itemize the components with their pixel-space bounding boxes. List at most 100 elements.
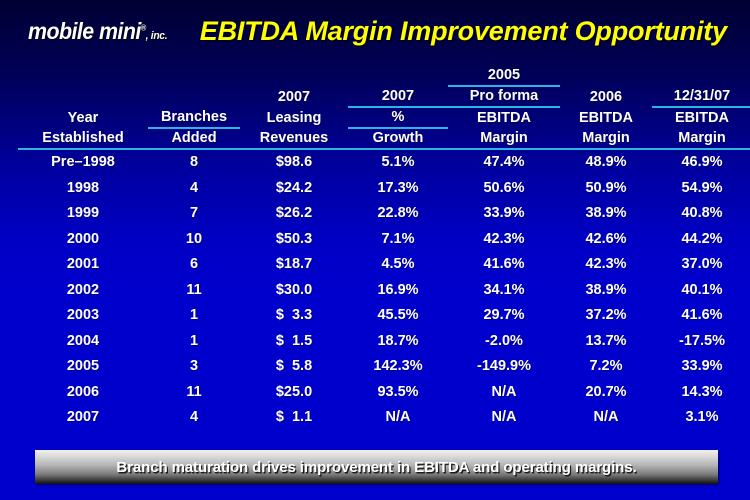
column-header-5-line-blank [560, 66, 652, 86]
cell-r7-c4: -2.0% [485, 332, 523, 349]
cell-r4-c3: 4.5% [381, 256, 415, 272]
column-header-4-line-3: Margin [448, 128, 560, 150]
cell-r7-c3: 18.7% [377, 332, 419, 349]
ebitda-margin-table: 2005 2007 2007 Pro forma 2006 12/31/07 Year Bra… [18, 66, 750, 431]
column-header-0-line-1: Year [67, 110, 99, 126]
column-header-2-line-blank [240, 66, 348, 86]
table-row: 2001 6 $18.7 4.5% 41.6% 42.3% 37.0% [18, 252, 750, 278]
cell-r4-c2: $18.7 [275, 256, 313, 272]
table-row: 2005 3 $ 5.8 142.3% -149.9% 7.2% 33.9% [18, 354, 750, 380]
cell-r2-c2: $26.2 [275, 205, 313, 221]
cell-r0-c1: 8 [189, 154, 199, 170]
column-header-3-line-1: % [348, 107, 448, 129]
column-header-6-line-1: EBITDA [675, 110, 729, 126]
table-row: Pre–1998 8 $98.6 5.1% 47.4% 48.9% 46.9% [18, 149, 750, 176]
cell-r1-c6: 54.9% [681, 179, 723, 196]
cell-r0-c4: 47.4% [483, 154, 525, 170]
cell-r6-c4: 29.7% [483, 307, 525, 323]
cell-r3-c3: 7.1% [381, 230, 415, 247]
cell-r3-c5: 42.6% [585, 230, 627, 247]
cell-r1-c0: 1998 [66, 179, 100, 196]
header-row: 2007 2007 Pro forma 2006 12/31/07 [18, 86, 750, 108]
table-row: 2000 10 $50.3 7.1% 42.3% 42.6% 44.2% [18, 227, 750, 253]
cell-r1-c4: 50.6% [483, 179, 525, 196]
cell-r8-c3: 142.3% [373, 358, 423, 374]
column-header-1-line-blank [148, 66, 240, 86]
cell-r1-c3: 17.3% [377, 179, 419, 196]
column-header-3-line-blank [348, 66, 448, 86]
column-header-3-line-2: Growth [348, 128, 448, 150]
cell-r4-c6: 37.0% [681, 256, 723, 272]
column-header-1-line-1: Branches [148, 107, 240, 129]
cell-r1-c2: $24.2 [275, 179, 313, 196]
cell-r3-c0: 2000 [66, 230, 100, 247]
cell-r8-c5: 7.2% [589, 358, 623, 374]
cell-r9-c3: 93.5% [377, 383, 419, 400]
cell-r8-c0: 2005 [66, 358, 100, 374]
cell-r7-c6: -17.5% [679, 332, 725, 349]
column-header-6-line-blank [652, 66, 750, 86]
cell-r4-c4: 41.6% [483, 256, 525, 272]
column-header-3-line-0: 2007 [348, 86, 448, 108]
cell-r3-c2: $50.3 [275, 230, 313, 247]
cell-r10-c4: N/A [491, 409, 517, 425]
cell-r6-c2: $ 3.3 [275, 307, 313, 323]
column-header-5-line-0: 2006 [589, 89, 623, 105]
cell-r1-c5: 50.9% [585, 179, 627, 196]
cell-r0-c3: 5.1% [381, 154, 415, 170]
cell-r2-c0: 1999 [66, 205, 100, 221]
cell-r10-c1: 4 [189, 409, 199, 425]
cell-r2-c3: 22.8% [377, 205, 419, 221]
cell-r3-c1: 10 [185, 230, 203, 247]
company-logo: mobile mini®, inc. [28, 18, 168, 45]
cell-r8-c4: -149.9% [476, 358, 531, 374]
table-row: 2004 1 $ 1.5 18.7% -2.0% 13.7% -17.5% [18, 329, 750, 355]
cell-r9-c1: 11 [186, 383, 202, 400]
header-row: Year Branches Leasing% EBITDA EBITDA EBITDA [18, 107, 750, 129]
cell-r9-c5: 20.7% [585, 383, 627, 400]
page-title: EBITDA Margin Improvement Opportunity [199, 15, 727, 46]
cell-r0-c2: $98.6 [275, 154, 313, 170]
cell-r0-c5: 48.9% [585, 154, 627, 170]
cell-r6-c3: 45.5% [377, 307, 419, 323]
cell-r5-c6: 40.1% [681, 281, 723, 298]
table-row: 1998 4 $24.2 17.3% 50.6% 50.9% 54.9% [18, 176, 750, 202]
cell-r9-c6: 14.3% [681, 383, 723, 400]
cell-r0-c6: 46.9% [681, 154, 723, 170]
cell-r10-c6: 3.1% [685, 409, 719, 425]
cell-r6-c5: 37.2% [585, 307, 627, 323]
cell-r8-c1: 3 [189, 358, 199, 374]
cell-r4-c5: 42.3% [585, 256, 627, 272]
column-header-5-line-1: EBITDA [579, 110, 633, 126]
cell-r10-c0: 2007 [66, 409, 100, 425]
header-row: 2005 [18, 66, 750, 87]
column-header-4-line-0: 2005 [448, 66, 560, 87]
column-header-6-line-2: Margin [652, 128, 750, 150]
table-row: 2002 11 $30.0 16.9% 34.1% 38.9% 40.1% [18, 278, 750, 304]
slide-header: mobile mini®, inc. EBITDA Margin Improve… [0, 0, 750, 62]
cell-r5-c0: 2002 [66, 281, 100, 298]
table-row: 2007 4 $ 1.1 N/A N/A N/A 3.1% [18, 405, 750, 431]
table-row: 2006 11 $25.0 93.5% N/A 20.7% 14.3% [18, 380, 750, 406]
column-header-2-line-0: 2007 [277, 89, 311, 105]
cell-r6-c6: 41.6% [681, 307, 723, 323]
column-header-5-line-2: Margin [560, 128, 652, 150]
cell-r9-c0: 2006 [66, 383, 100, 400]
column-header-2-line-2: Revenues [240, 128, 348, 150]
cell-r8-c6: 33.9% [681, 358, 723, 374]
column-header-0-line-2: Established [18, 128, 148, 150]
column-header-1-line-2: Added [148, 128, 240, 150]
cell-r5-c3: 16.9% [377, 281, 419, 298]
table-row: 1999 7 $26.2 22.8% 33.9% 38.9% 40.8% [18, 201, 750, 227]
cell-r4-c1: 6 [189, 256, 199, 272]
cell-r7-c0: 2004 [66, 332, 100, 349]
cell-r0-c0: Pre–1998 [51, 154, 115, 170]
cell-r10-c2: $ 1.1 [275, 409, 313, 425]
cell-r10-c5: N/A [593, 409, 619, 425]
cell-r5-c5: 38.9% [585, 281, 627, 298]
cell-r2-c5: 38.9% [585, 205, 627, 221]
column-header-6-line-0: 12/31/07 [652, 86, 750, 108]
table-header: 2005 2007 2007 Pro forma 2006 12/31/07 Year Bra… [18, 66, 750, 150]
footer-caption: Branch maturation drives improvement in … [116, 458, 637, 476]
